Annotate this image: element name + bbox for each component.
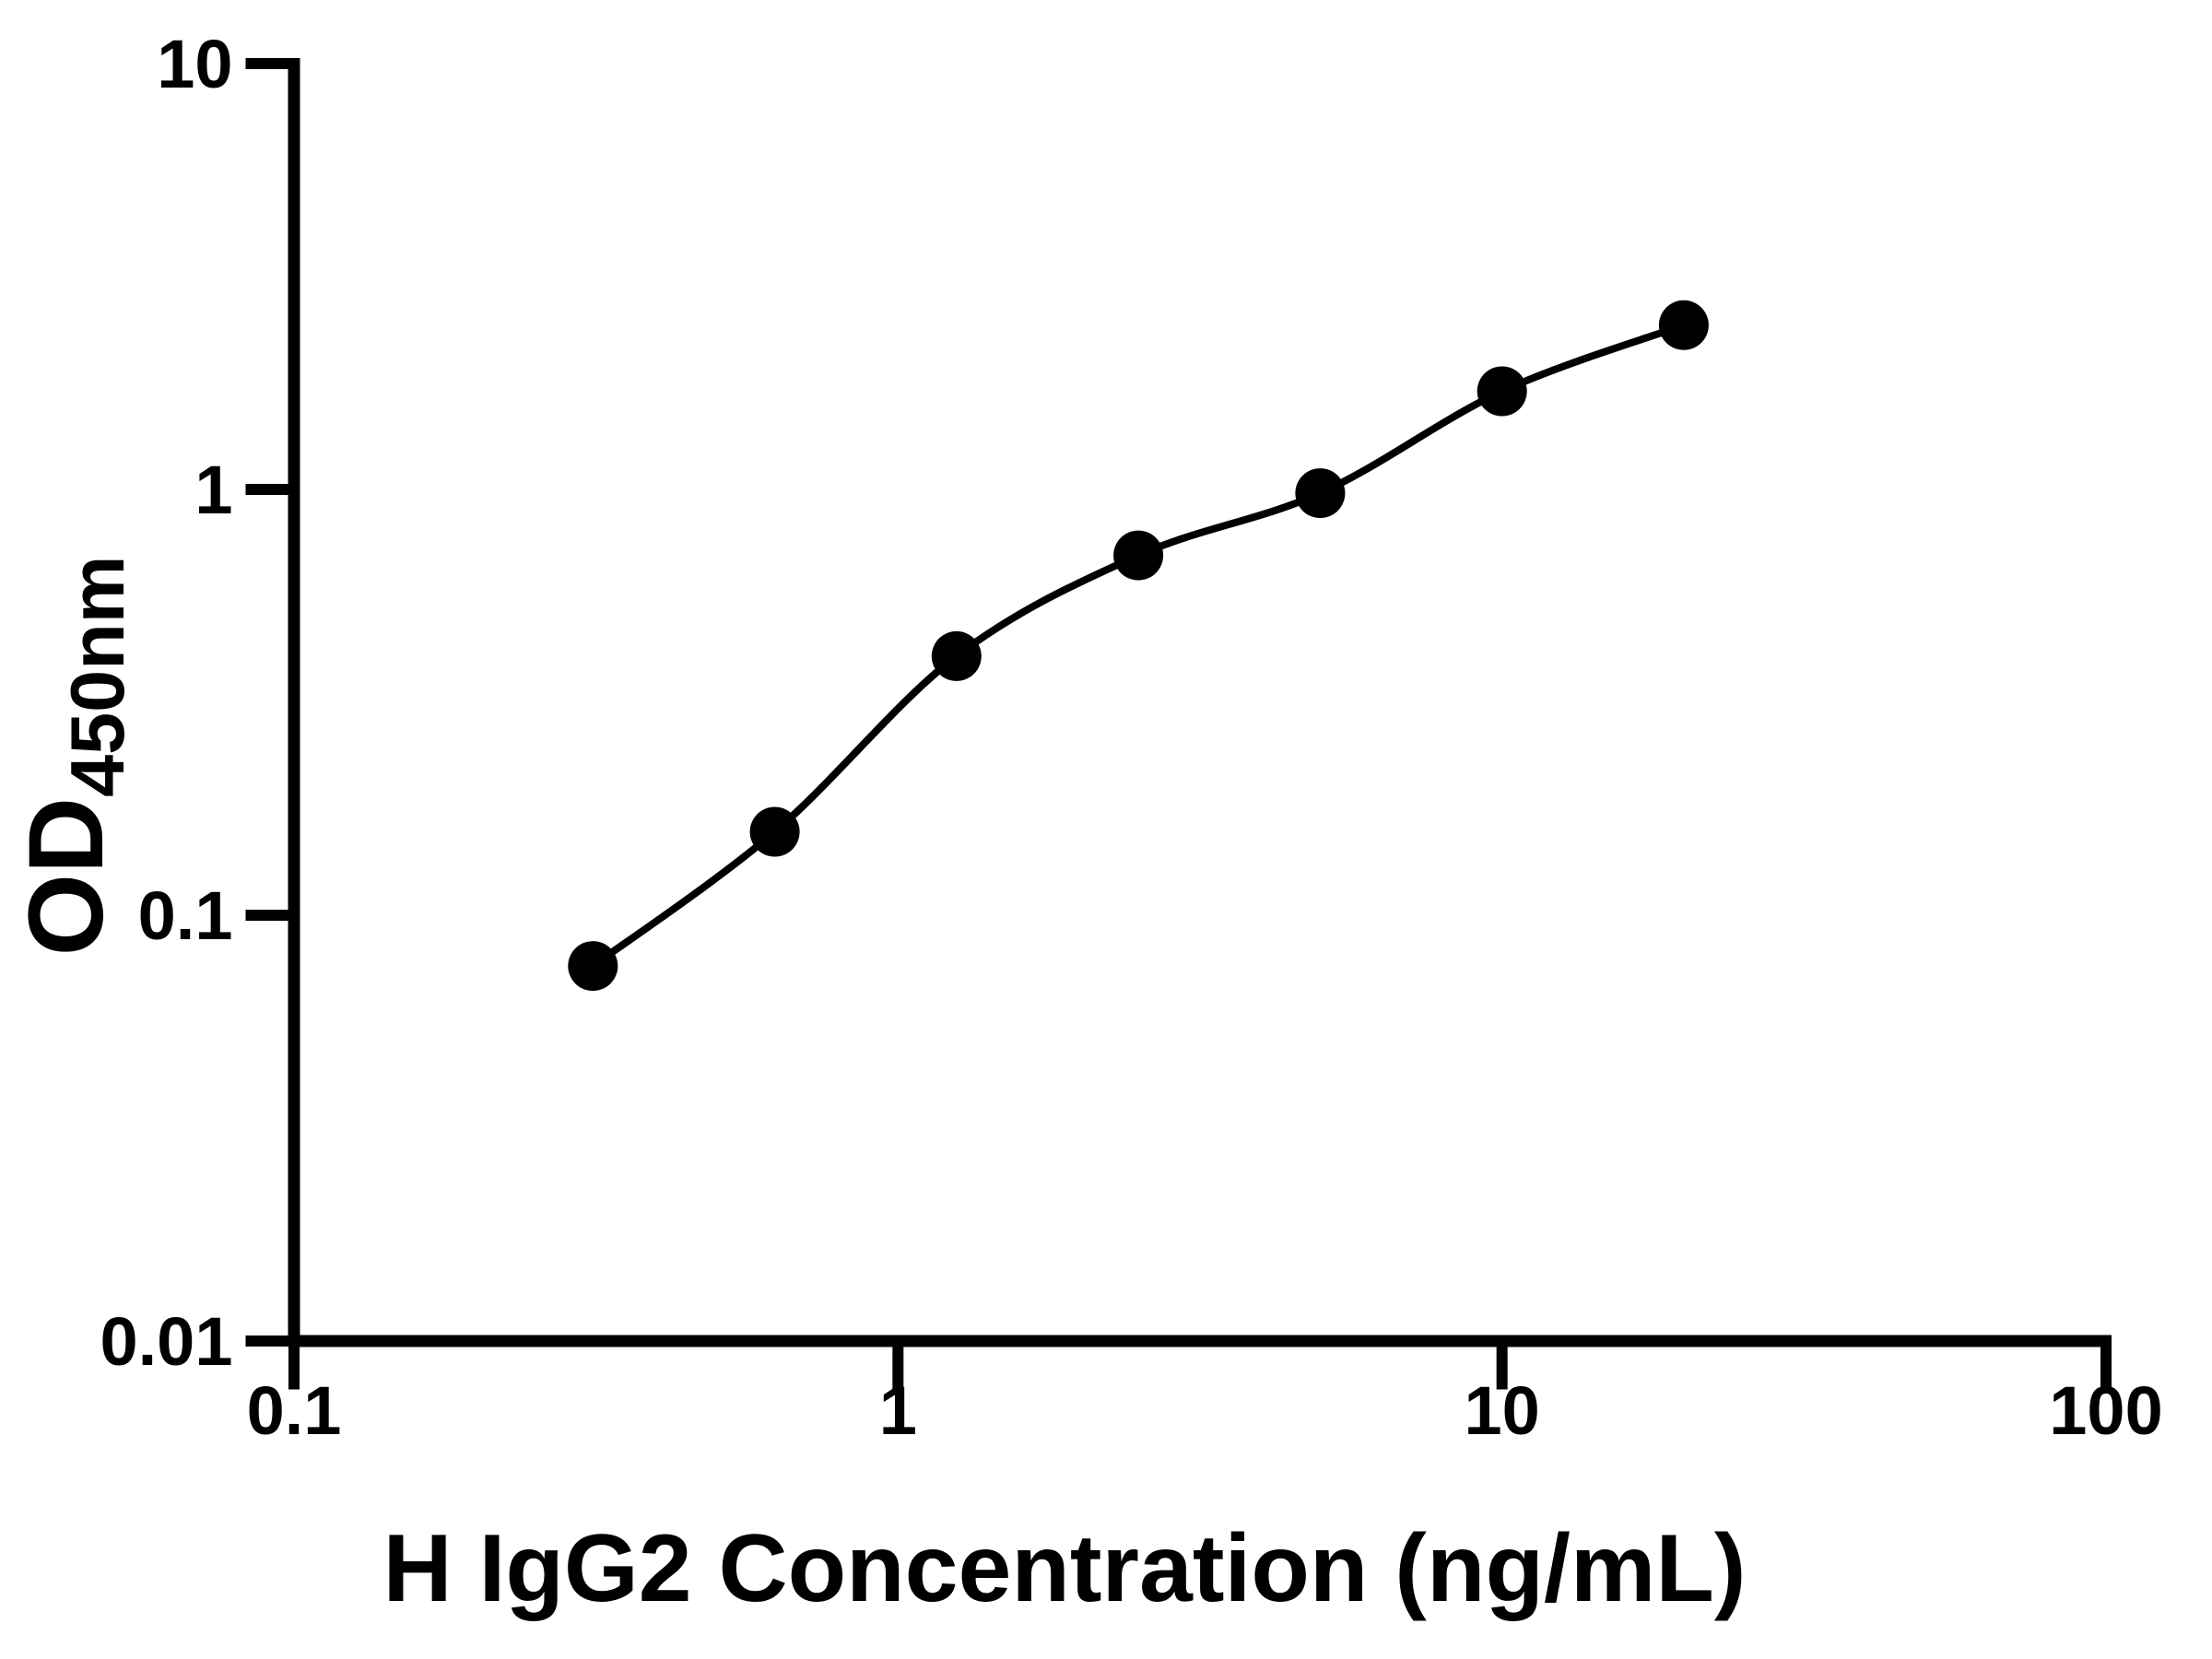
x-tick-label: 100 bbox=[2049, 1372, 2162, 1449]
y-tick-label: 10 bbox=[157, 26, 232, 102]
data-point bbox=[1658, 300, 1709, 350]
data-point bbox=[931, 630, 982, 681]
data-point bbox=[1477, 366, 1527, 417]
x-tick-label: 10 bbox=[1465, 1372, 1540, 1449]
y-tick-label: 0.1 bbox=[138, 877, 233, 954]
data-point bbox=[1113, 530, 1164, 581]
y-tick-label: 0.01 bbox=[100, 1303, 232, 1380]
y-axis-title-main: OD bbox=[7, 796, 125, 957]
y-tick-label: 1 bbox=[194, 452, 232, 528]
y-axis-title-subscript: 450nm bbox=[54, 555, 141, 797]
x-tick-label: 0.1 bbox=[247, 1372, 342, 1449]
x-tick-label: 1 bbox=[879, 1372, 917, 1449]
data-point bbox=[1295, 468, 1346, 519]
fit-curve bbox=[590, 322, 1686, 970]
y-axis-title: OD450nm bbox=[7, 516, 140, 995]
data-point bbox=[749, 806, 800, 857]
data-point bbox=[568, 941, 618, 992]
x-axis-title: H IgG2 Concentration (ng/mL) bbox=[382, 1515, 1747, 1622]
